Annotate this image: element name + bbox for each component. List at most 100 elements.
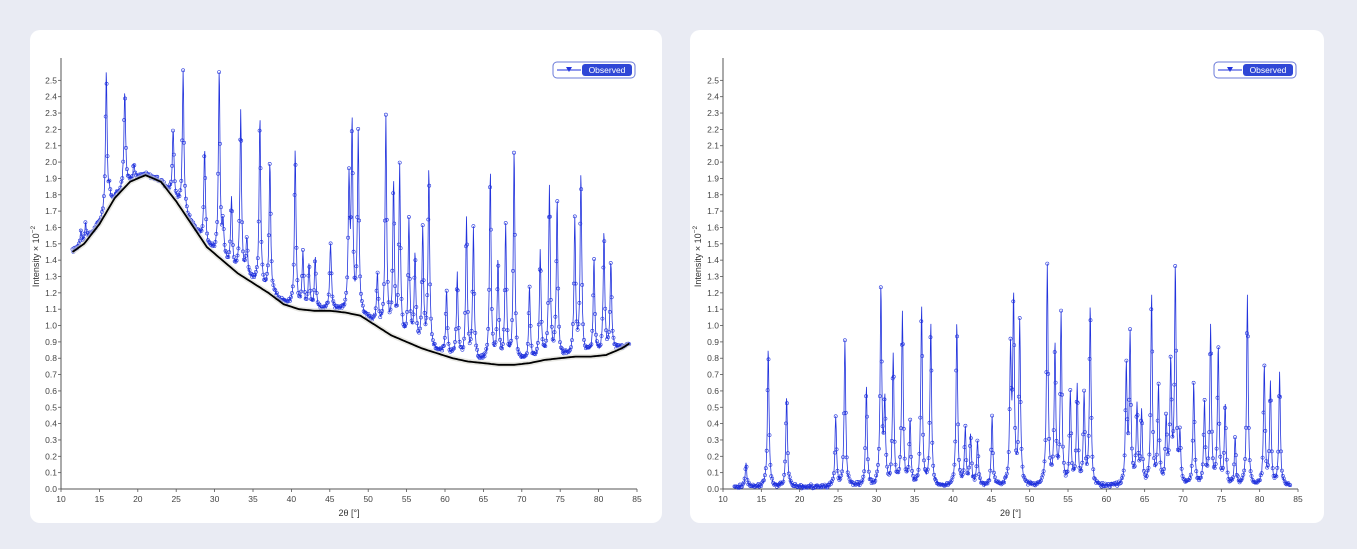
- observed-point: [268, 211, 273, 216]
- observed-point: [920, 354, 925, 358]
- observed-point: [1203, 445, 1208, 450]
- observed-point: [228, 239, 233, 244]
- observed-point: [1110, 481, 1115, 486]
- observed-point: [558, 340, 562, 345]
- observed-point: [1019, 446, 1024, 451]
- y-tick-label: 0.0: [45, 484, 57, 494]
- observed-point: [504, 287, 509, 292]
- y-tick-label: 1.5: [45, 239, 57, 249]
- y-tick-label: 2.2: [707, 124, 719, 134]
- observed-point: [539, 319, 544, 324]
- observed-point: [1288, 483, 1293, 488]
- legend[interactable]: Observed: [552, 61, 636, 79]
- observed-point: [184, 204, 189, 209]
- observed-point: [1053, 380, 1058, 385]
- observed-point: [394, 303, 399, 308]
- observed-point: [978, 476, 983, 481]
- observed-point: [754, 484, 759, 489]
- observed-point: [536, 322, 541, 327]
- observed-point: [1165, 452, 1170, 457]
- observed-point: [230, 243, 235, 247]
- observed-point: [486, 326, 491, 331]
- observed-point: [1075, 400, 1080, 405]
- observed-point: [126, 174, 131, 178]
- observed-point: [1007, 407, 1012, 412]
- observed-point: [1123, 408, 1128, 413]
- observed-point: [1085, 454, 1090, 459]
- y-tick-label: 0.8: [45, 353, 57, 363]
- observed-point: [580, 282, 585, 287]
- observed-point: [1040, 472, 1045, 477]
- observed-point: [1243, 457, 1248, 461]
- observed-point: [474, 343, 479, 348]
- observed-point: [738, 482, 742, 487]
- observed-point: [107, 178, 112, 183]
- x-tick-label: 55: [1063, 494, 1073, 504]
- observed-point: [252, 275, 257, 280]
- y-tick-label: 0.2: [707, 451, 719, 461]
- observed-point: [968, 436, 973, 441]
- observed-point: [962, 445, 967, 450]
- observed-point: [465, 309, 470, 314]
- observed-point: [1026, 482, 1030, 487]
- observed-point: [1140, 421, 1145, 426]
- observed-point: [234, 258, 239, 263]
- observed-point: [393, 284, 398, 289]
- observed-point: [380, 309, 385, 313]
- observed-point: [412, 275, 417, 280]
- y-tick-label: 2.3: [707, 108, 719, 118]
- observed-point: [1131, 465, 1136, 470]
- observed-point: [265, 271, 269, 276]
- observed-point: [1072, 464, 1077, 469]
- observed-point: [838, 476, 843, 481]
- observed-point: [784, 421, 788, 426]
- observed-point: [466, 331, 471, 336]
- observed-point: [229, 208, 233, 213]
- observed-point: [1050, 454, 1055, 459]
- y-tick-label: 1.4: [707, 255, 719, 265]
- observed-point: [974, 464, 979, 469]
- observed-point: [836, 476, 841, 480]
- observed-point: [488, 227, 493, 232]
- y-tick-label: 0.8: [707, 353, 719, 363]
- observed-point: [275, 291, 280, 296]
- observed-point: [441, 343, 446, 348]
- observed-point: [1152, 456, 1156, 461]
- observed-point: [411, 312, 416, 317]
- observed-point: [1214, 446, 1219, 451]
- observed-point: [1174, 348, 1179, 353]
- observed-point: [236, 246, 241, 251]
- observed-point: [776, 483, 781, 488]
- observed-point: [764, 448, 769, 453]
- observed-point: [1118, 481, 1122, 486]
- observed-point: [265, 263, 270, 268]
- observed-point: [317, 302, 322, 307]
- observed-point: [1261, 410, 1266, 415]
- observed-point: [1193, 457, 1198, 462]
- observed-point: [560, 346, 564, 351]
- observed-point: [1223, 405, 1227, 410]
- observed-point: [199, 228, 204, 233]
- observed-point: [1042, 459, 1047, 464]
- observed-point: [911, 473, 915, 478]
- observed-point: [1271, 473, 1276, 478]
- observed-point: [800, 484, 805, 489]
- observed-point: [842, 411, 846, 416]
- observed-point: [342, 302, 347, 307]
- observed-point: [973, 473, 978, 478]
- observed-point: [766, 357, 771, 362]
- x-tick-label: 85: [632, 494, 642, 504]
- observed-point: [1262, 363, 1267, 368]
- x-tick-label: 80: [594, 494, 604, 504]
- observed-point: [1005, 466, 1010, 471]
- observed-point: [1139, 418, 1144, 423]
- observed-point: [863, 446, 868, 451]
- observed-point: [451, 347, 456, 352]
- observed-point: [608, 261, 613, 265]
- observed-point: [976, 454, 981, 459]
- observed-point: [392, 221, 397, 226]
- observed-point: [557, 324, 562, 329]
- legend[interactable]: Observed: [1213, 61, 1297, 79]
- legend-entry-observed: Observed: [1250, 65, 1287, 75]
- observed-point: [415, 321, 420, 326]
